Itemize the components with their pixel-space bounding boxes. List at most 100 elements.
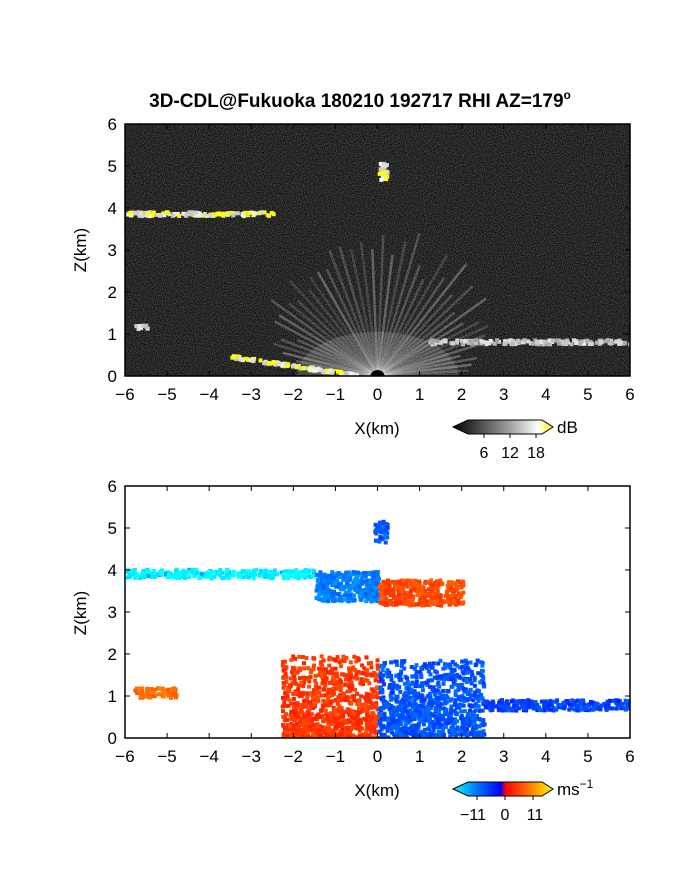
- echo-cell: [418, 718, 423, 723]
- echo-cell: [475, 658, 480, 663]
- clutter-ray: [376, 320, 480, 376]
- echo-cell: [450, 660, 455, 664]
- x-tick-label: −1: [326, 747, 345, 766]
- echo-cell: [594, 702, 599, 707]
- echo-cell: [433, 698, 438, 703]
- echo-cell: [316, 585, 321, 590]
- echo-cell: [371, 703, 376, 708]
- echo-cell: [169, 695, 174, 700]
- echo-cell: [579, 339, 584, 344]
- echo-cell: [323, 708, 328, 713]
- echo-cell: [540, 340, 544, 345]
- echo-cell: [480, 730, 484, 734]
- echo-cell: [355, 701, 360, 706]
- echo-cell: [469, 693, 474, 698]
- echo-cell: [368, 571, 373, 576]
- echo-cell: [426, 734, 431, 738]
- echo-cell: [401, 660, 406, 665]
- echo-cell: [497, 339, 502, 344]
- echo-cell: [338, 679, 343, 684]
- echo-cell: [398, 718, 403, 723]
- clutter-ray: [376, 278, 425, 376]
- echo-cell: [475, 694, 480, 699]
- echo-cell: [334, 574, 339, 579]
- echo-cell: [356, 578, 361, 583]
- echo-cell: [437, 712, 442, 717]
- echo-cell: [247, 210, 252, 215]
- echo-cell: [385, 727, 390, 731]
- echo-cell: [409, 711, 414, 716]
- echo-cell: [346, 572, 351, 577]
- echo-cell: [398, 722, 403, 727]
- echo-cell: [429, 582, 434, 587]
- echo-cell: [441, 727, 446, 732]
- echo-cell: [434, 725, 439, 730]
- echo-cell: [378, 713, 383, 717]
- echo-cell: [382, 161, 386, 166]
- echo-cell: [315, 572, 320, 577]
- echo-cell: [327, 663, 332, 668]
- echo-cell: [327, 694, 332, 699]
- echo-cell: [170, 687, 175, 691]
- echo-cell: [455, 725, 460, 730]
- echo-cell: [460, 726, 465, 731]
- echo-cell: [359, 726, 364, 731]
- echo-cell: [428, 672, 433, 677]
- echo-cell: [448, 585, 453, 590]
- echo-cell: [590, 701, 595, 706]
- echo-cell: [344, 695, 349, 700]
- echo-cell: [428, 717, 433, 722]
- echo-cell: [403, 716, 408, 721]
- x-tick-label: −4: [199, 385, 218, 404]
- echo-cell: [424, 706, 429, 711]
- echo-cell: [437, 691, 442, 696]
- x-tick-label: 3: [499, 385, 508, 404]
- echo-cell: [335, 685, 340, 689]
- echo-cell: [344, 677, 348, 682]
- echo-cell: [347, 708, 352, 712]
- echo-cell: [456, 697, 461, 701]
- echo-cell: [419, 696, 424, 700]
- echo-cell: [379, 590, 384, 595]
- echo-cell: [525, 703, 530, 708]
- echo-cell: [351, 694, 356, 699]
- echo-cell: [298, 719, 303, 724]
- echo-cell: [326, 597, 331, 602]
- echo-cell: [405, 679, 410, 684]
- echo-cell: [407, 592, 412, 597]
- echo-cell: [390, 687, 395, 692]
- echo-cell: [470, 342, 475, 347]
- echo-cell: [395, 686, 400, 691]
- echo-cell: [590, 707, 595, 712]
- echo-cell: [398, 671, 403, 676]
- echo-cell: [481, 680, 486, 685]
- echo-cell: [401, 579, 406, 584]
- echo-cell: [207, 572, 212, 577]
- echo-cell: [328, 594, 333, 599]
- echo-cell: [435, 588, 440, 593]
- echo-cell: [287, 698, 292, 703]
- echo-cell: [542, 699, 547, 704]
- echo-cell: [626, 705, 630, 710]
- echo-cell: [317, 685, 322, 690]
- echo-cell: [446, 599, 451, 604]
- echo-cell: [355, 589, 360, 594]
- clutter-ray: [377, 342, 484, 376]
- echo-cell: [135, 572, 139, 577]
- echo-cell: [527, 699, 532, 704]
- echo-cell: [366, 705, 371, 710]
- echo-cell: [414, 682, 419, 687]
- echo-cell: [353, 687, 358, 692]
- echo-cell: [394, 673, 399, 678]
- echo-cell: [385, 724, 390, 729]
- echo-cell: [415, 735, 420, 738]
- echo-cell: [385, 525, 389, 530]
- echo-cell: [442, 718, 447, 722]
- echo-cell: [474, 724, 479, 729]
- echo-cell: [516, 338, 521, 343]
- echo-cell: [292, 575, 297, 580]
- echo-cell: [440, 582, 445, 586]
- echo-cell: [614, 698, 619, 703]
- echo-cell: [414, 663, 419, 668]
- echo-cell: [418, 596, 423, 600]
